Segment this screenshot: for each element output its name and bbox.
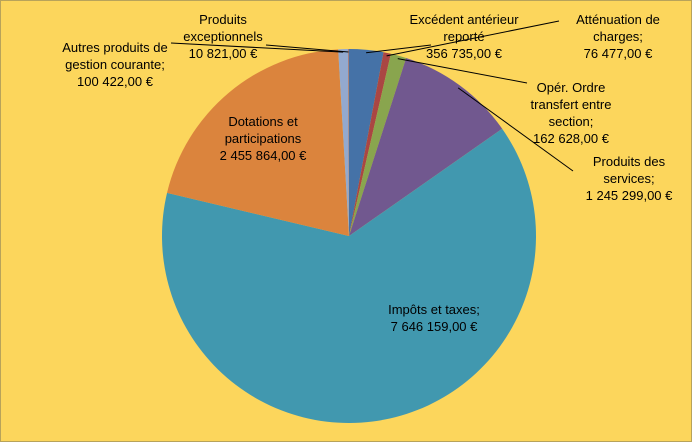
pie-slice xyxy=(349,53,407,237)
data-label: Excédent antérieur reporté 356 735,00 € xyxy=(394,11,534,62)
label-value: 356 735,00 € xyxy=(426,46,502,61)
label-value: 100 422,00 € xyxy=(77,74,153,89)
label-category: Excédent antérieur reporté xyxy=(409,12,519,44)
label-value: 1 245 299,00 € xyxy=(585,188,673,203)
pie-slice xyxy=(338,49,349,236)
label-value: 7 646 159,00 € xyxy=(390,319,478,334)
data-label: Atténuation de charges; 76 477,00 € xyxy=(558,11,678,62)
label-value: 10 821,00 € xyxy=(188,46,258,61)
label-value: 162 628,00 € xyxy=(533,131,609,146)
leader-line xyxy=(397,58,528,84)
data-label: Impôts et taxes; 7 646 159,00 € xyxy=(359,301,509,335)
label-category: Produits exceptionnels xyxy=(183,12,263,44)
label-category: Produits des services; xyxy=(592,154,666,186)
leader-line xyxy=(265,44,349,53)
data-label: Autres produits de gestion courante; 100 … xyxy=(53,39,177,90)
label-category: Opér. Ordre transfert entre section; xyxy=(530,80,612,129)
data-label: Opér. Ordre transfert entre section; 162 … xyxy=(519,79,623,147)
pie-slice xyxy=(349,52,391,237)
pie-slice xyxy=(167,49,349,236)
data-label: Produits des services; 1 245 299,00 € xyxy=(571,153,687,204)
label-category: Dotations et participations xyxy=(224,114,302,146)
leader-line xyxy=(386,20,560,57)
pie-slice xyxy=(349,49,384,236)
data-label: Produits exceptionnels 10 821,00 € xyxy=(168,11,278,62)
data-label: Dotations et participations 2 455 864,00 … xyxy=(193,113,333,164)
label-category: Atténuation de charges; xyxy=(576,12,660,44)
label-value: 2 455 864,00 € xyxy=(219,148,307,163)
pie-slice xyxy=(349,57,503,236)
leader-line xyxy=(457,87,574,172)
label-category: Impôts et taxes; xyxy=(388,302,480,317)
label-category: Autres produits de gestion courante; xyxy=(62,40,168,72)
label-value: 76 477,00 € xyxy=(583,46,653,61)
leader-line xyxy=(170,42,344,53)
pie-slice xyxy=(347,49,349,236)
pie-slice xyxy=(161,128,536,423)
leader-line xyxy=(366,44,432,54)
